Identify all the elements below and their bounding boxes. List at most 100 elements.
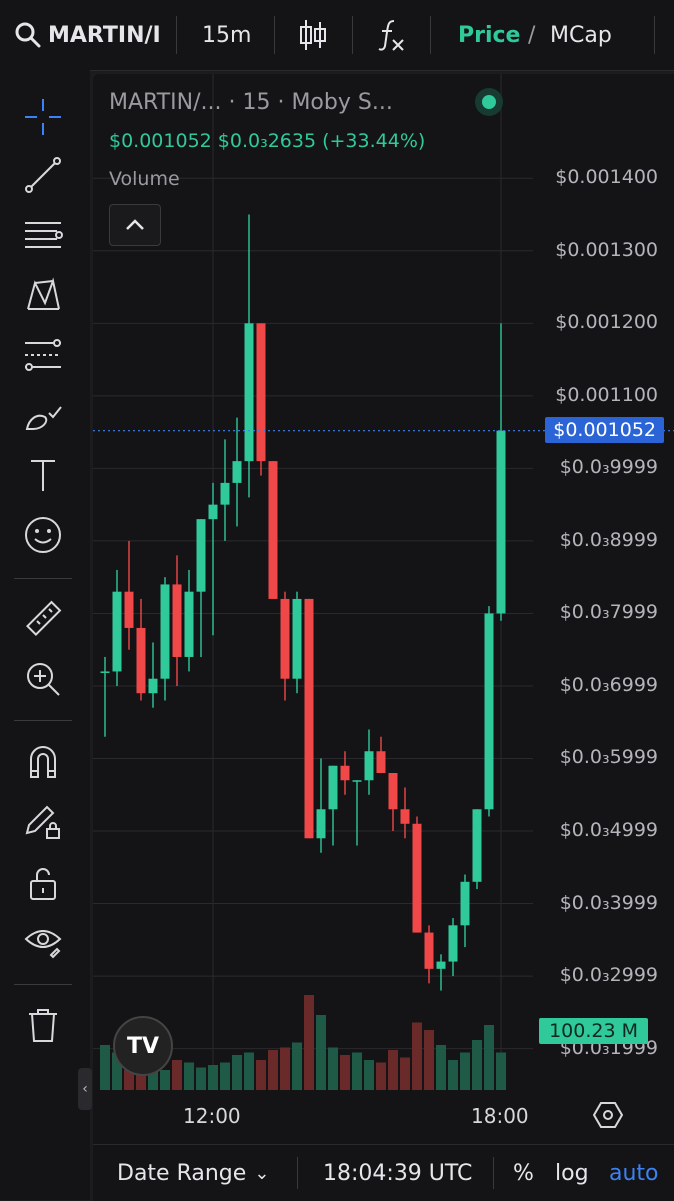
y-tick-label: $0.0₃7999 (559, 601, 658, 624)
candle-body (364, 751, 374, 781)
x-tick-label: 12:00 (183, 1104, 241, 1128)
pattern-tool[interactable] (20, 272, 66, 318)
candle-body (268, 461, 278, 599)
magnet-tool[interactable] (20, 738, 66, 784)
text-tool[interactable] (20, 452, 66, 498)
settings-icon[interactable] (593, 1100, 623, 1130)
toolbar-collapse-tab[interactable]: ‹ (78, 1068, 92, 1110)
volume-bar (292, 1042, 302, 1090)
y-tick-label: $0.0₃3999 (559, 891, 658, 914)
candle-body (208, 504, 218, 520)
percent-toggle[interactable]: % (513, 1145, 534, 1201)
candle-body (124, 591, 134, 628)
magnet-icon (30, 746, 56, 778)
volume-bar (460, 1052, 470, 1090)
brush-icon (25, 406, 62, 430)
volume-bar (208, 1065, 218, 1090)
volume-bar (316, 1015, 326, 1090)
horizontal-lines-tool[interactable] (20, 212, 66, 258)
horizontal-lines-icon (25, 222, 63, 248)
volume-tag: 100.23 M (539, 1018, 648, 1044)
price-change: $0.001052 $0.0₃2635 (+33.44%) (109, 130, 426, 152)
log-label: log (555, 1160, 589, 1186)
symbol-search[interactable]: MARTIN/I (14, 0, 161, 70)
legend-collapse-button[interactable] (109, 204, 161, 246)
divider (654, 16, 655, 54)
y-tick-label: $0.0₃9999 (559, 456, 658, 479)
trash-icon (29, 1009, 57, 1042)
volume-bar (124, 1070, 134, 1090)
candle-body (100, 671, 110, 673)
date-range-label: Date Range (117, 1160, 247, 1186)
symbol-label: MARTIN/I (48, 22, 161, 48)
candle-body (292, 598, 302, 679)
delete-tool[interactable] (20, 1002, 66, 1048)
clock[interactable]: 18:04:39 UTC (323, 1145, 472, 1201)
volume-bar (304, 995, 314, 1090)
ruler-tool[interactable] (20, 596, 66, 642)
y-tick-label: $0.0₃8999 (559, 528, 658, 551)
fib-tool[interactable] (20, 332, 66, 378)
tradingview-logo[interactable]: TV (113, 1016, 173, 1076)
candle-body (352, 780, 362, 782)
percent-label: % (513, 1160, 534, 1186)
bottom-toolbar: Date Range ⌄ 18:04:39 UTC % log auto (93, 1144, 674, 1201)
visibility-tool[interactable] (20, 918, 66, 964)
chart-panel[interactable]: MARTIN/... · 15 · Moby S... $0.001052 $0… (93, 74, 674, 1144)
unlock-tool[interactable] (20, 860, 66, 906)
indicators-button[interactable] (376, 0, 406, 70)
volume-bar (196, 1067, 206, 1090)
volume-bar (184, 1062, 194, 1090)
candle-body (136, 627, 146, 694)
divider (493, 1157, 494, 1189)
lock-drawing-tool[interactable] (20, 798, 66, 844)
candle-body (412, 823, 422, 933)
candle-body (196, 519, 206, 592)
candle-body (304, 598, 314, 839)
volume-bar (172, 1060, 182, 1090)
trend-line-tool[interactable] (20, 152, 66, 198)
y-tick-label: $0.0₃4999 (559, 819, 658, 842)
candle-body (184, 591, 194, 657)
mcap-toggle[interactable]: MCap (550, 0, 612, 70)
candle-body (424, 932, 434, 969)
price-toggle[interactable]: Price (458, 0, 520, 70)
candle-body (388, 773, 398, 810)
volume-bar (112, 1052, 122, 1090)
chart-type-button[interactable] (298, 0, 328, 70)
candle-body (376, 751, 386, 774)
candle-body (448, 925, 458, 962)
indicators-icon (378, 20, 404, 51)
volume-bar (268, 1050, 278, 1090)
fib-icon (25, 339, 61, 371)
candle-body (112, 591, 122, 672)
clock-label: 18:04:39 UTC (323, 1160, 473, 1186)
volume-bar (484, 1025, 494, 1090)
log-toggle[interactable]: log (555, 1145, 589, 1201)
emoji-tool[interactable] (20, 512, 66, 558)
toolbar-divider (14, 720, 72, 721)
logo-text: TV (126, 1033, 160, 1059)
price-label: Price (458, 22, 521, 48)
y-tick-label: $0.0₃2999 (559, 964, 658, 987)
text-icon (31, 460, 55, 491)
volume-bar (424, 1030, 434, 1090)
auto-label: auto (609, 1160, 659, 1186)
volume-bar (496, 1052, 506, 1090)
pattern-icon (27, 277, 60, 310)
volume-bar (364, 1060, 374, 1090)
interval-button[interactable]: 15m (202, 0, 251, 70)
price-chart[interactable] (93, 74, 674, 1144)
zoom-in-tool[interactable] (20, 656, 66, 702)
chart-title: MARTIN/... · 15 · Moby S... (109, 90, 393, 115)
date-range-button[interactable]: Date Range ⌄ (117, 1145, 269, 1201)
auto-toggle[interactable]: auto (609, 1145, 659, 1201)
toggle-separator: / (528, 0, 535, 70)
candle-body (328, 765, 338, 810)
crosshair-tool[interactable] (20, 94, 66, 140)
volume-bar (472, 1040, 482, 1090)
toolbar-divider (14, 984, 72, 985)
brush-tool[interactable] (20, 392, 66, 438)
y-tick-label: $0.0₃6999 (559, 673, 658, 696)
y-tick-label: $0.001100 (555, 383, 658, 406)
